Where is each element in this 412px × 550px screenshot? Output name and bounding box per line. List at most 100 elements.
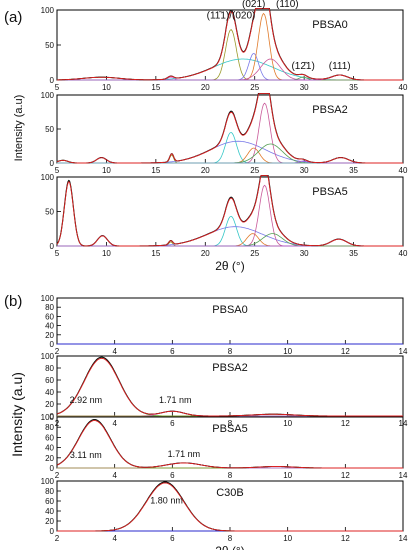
x-tick-label: 8 <box>228 419 233 428</box>
subplot-label-pbsa2: PBSA2 <box>212 362 247 374</box>
fit-peak-curve <box>57 12 403 81</box>
subplot-label-c30b: C30B <box>216 487 244 499</box>
subplot-label-pbsa5: PBSA5 <box>212 423 247 435</box>
x-tick-label: 8 <box>228 347 233 356</box>
x-tick-label: 15 <box>151 249 160 258</box>
y-tick-label: 40 <box>45 388 54 397</box>
cumulative-fit-curve <box>56 93 403 164</box>
x-tick-label: 12 <box>341 471 350 480</box>
fit-peak-curve <box>57 226 403 247</box>
fit-peak-curve <box>57 140 403 164</box>
fit-peak-curve <box>57 131 403 164</box>
peak-annotation: 3.11 nm <box>70 450 102 460</box>
x-tick-label: 5 <box>55 83 60 92</box>
x-tick-label: 2 <box>55 534 60 543</box>
x-axis-label: 2θ (°) <box>215 259 244 273</box>
x-tick-label: 4 <box>112 347 117 356</box>
x-tick-label: 25 <box>250 249 259 258</box>
peak-annotation: (111) <box>329 61 351 72</box>
x-tick-label: 6 <box>170 471 175 480</box>
subplot-label-pbsa0: PBSA0 <box>312 19 347 31</box>
cumulative-fit-curve <box>56 357 403 417</box>
y-tick-label: 40 <box>45 507 54 516</box>
x-tick-label: 4 <box>112 534 117 543</box>
x-axis-label: 2θ (°) <box>215 544 244 550</box>
subplot-frame-pbsa2 <box>56 94 404 164</box>
y-tick-label: 60 <box>45 312 54 321</box>
y-tick-label: 40 <box>45 444 54 453</box>
x-tick-label: 30 <box>300 166 309 175</box>
cumulative-fit-curve <box>56 420 403 469</box>
x-tick-label: 25 <box>250 166 259 175</box>
cumulative-fit-curve <box>57 482 403 532</box>
y-tick-label: 0 <box>50 340 55 349</box>
y-tick-label: 20 <box>45 400 54 409</box>
y-tick-label: 60 <box>45 433 54 442</box>
subplot-label-pbsa0: PBSA0 <box>212 304 247 316</box>
x-tick-label: 35 <box>349 166 358 175</box>
x-tick-label: 8 <box>228 471 233 480</box>
x-tick-label: 5 <box>55 249 60 258</box>
x-tick-label: 4 <box>112 419 117 428</box>
y-tick-label: 80 <box>45 364 54 373</box>
x-tick-label: 14 <box>399 534 408 543</box>
x-tick-label: 40 <box>399 249 408 258</box>
cumulative-fit-curve <box>57 8 403 81</box>
x-tick-label: 10 <box>102 249 111 258</box>
y-tick-label: 20 <box>45 517 54 526</box>
fit-peak-curve <box>57 238 403 247</box>
y-tick-label: 0 <box>50 527 55 536</box>
y-tick-label: 100 <box>41 91 55 100</box>
peak-annotation: 1.71 nm <box>159 395 192 405</box>
x-tick-label: 6 <box>170 534 175 543</box>
y-tick-label: 0 <box>50 159 55 168</box>
x-tick-label: 40 <box>399 83 408 92</box>
x-tick-label: 2 <box>55 347 60 356</box>
y-tick-label: 0 <box>50 412 55 421</box>
y-tick-label: 100 <box>41 477 55 486</box>
x-tick-label: 10 <box>283 419 292 428</box>
y-tick-label: 80 <box>45 423 54 432</box>
y-tick-label: 100 <box>41 6 55 15</box>
x-tick-label: 30 <box>300 249 309 258</box>
x-tick-label: 6 <box>170 419 175 428</box>
x-tick-label: 2 <box>55 471 60 480</box>
cumulative-fit-curve <box>56 175 403 247</box>
fit-peak-curve <box>56 179 403 247</box>
y-axis-label: Intensity (a.u) <box>13 95 25 162</box>
fit-peak-curve <box>57 184 403 247</box>
y-tick-label: 0 <box>50 464 55 473</box>
x-tick-label: 10 <box>283 347 292 356</box>
x-tick-label: 30 <box>300 83 309 92</box>
x-tick-label: 5 <box>55 166 60 175</box>
peak-annotation: 1.80 nm <box>150 496 183 506</box>
measured-pattern-curve <box>56 175 403 247</box>
peak-annotation: (021) <box>242 0 265 10</box>
x-tick-label: 14 <box>399 471 408 480</box>
x-tick-label: 35 <box>349 249 358 258</box>
subplot-frame-pbsa5 <box>56 176 404 247</box>
y-axis-label: Intensity (a.u) <box>9 372 25 457</box>
y-tick-label: 100 <box>41 413 55 422</box>
y-tick-label: 0 <box>50 242 55 251</box>
x-tick-label: 6 <box>170 347 175 356</box>
y-tick-label: 100 <box>41 294 55 303</box>
x-tick-label: 20 <box>201 249 210 258</box>
fit-peak-curve <box>57 29 403 81</box>
x-tick-label: 10 <box>283 471 292 480</box>
x-tick-label: 20 <box>201 166 210 175</box>
x-tick-label: 20 <box>201 83 210 92</box>
x-tick-label: 14 <box>399 347 408 356</box>
panel-a-label: (a) <box>4 9 22 26</box>
x-tick-label: 4 <box>112 471 117 480</box>
y-tick-label: 20 <box>45 454 54 463</box>
x-tick-label: 10 <box>283 534 292 543</box>
y-tick-label: 50 <box>45 125 54 134</box>
x-tick-label: 25 <box>250 83 259 92</box>
x-tick-label: 15 <box>151 83 160 92</box>
peak-annotation: 1.71 nm <box>168 449 201 459</box>
x-tick-label: 10 <box>102 83 111 92</box>
panel-b-label: (b) <box>4 293 22 310</box>
